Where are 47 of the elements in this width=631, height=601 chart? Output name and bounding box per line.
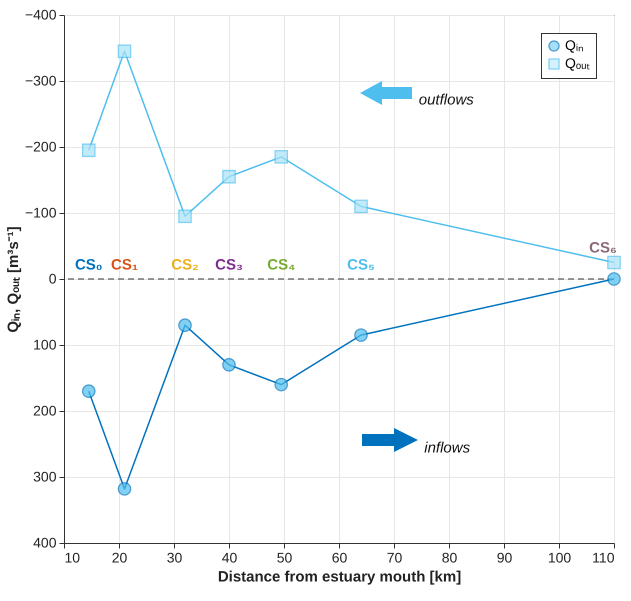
y-tick-label: 300 [33,468,57,484]
point [222,358,236,372]
y-tick-label: −300 [24,72,57,88]
x-tick-label: 20 [112,550,128,566]
y-tick-label: 0 [48,270,57,286]
x-tick-label: 80 [442,550,458,566]
y-tick-label: 200 [33,402,57,418]
annotation: CS₄ [267,256,296,274]
annotation: CS₁ [110,256,138,274]
x-tick-label: 110 [592,550,615,566]
annotation: CS₆ [589,239,617,256]
point [178,210,192,224]
annotation: inflows [424,439,471,456]
x-tick-label: 60 [332,550,348,566]
point [354,200,368,214]
y-tick-label: −400 [24,6,57,22]
point [118,44,132,58]
y-tick-label: −200 [24,138,57,154]
legend-label: Qₒᵤₜ [565,55,591,71]
annotation: CS₀ [74,256,103,274]
point [82,144,96,158]
point [118,482,132,496]
point [354,328,368,342]
y-axis-title: Qᵢₙ, Qₒᵤₜ [m³s⁻¹] [4,226,22,333]
x-tick-label: 50 [276,550,292,566]
annotation: CS₅ [347,256,375,274]
y-tick-label: 400 [33,534,57,550]
x-tick-label: 70 [386,550,402,566]
annotation: CS₃ [215,256,243,274]
annotation: CS₂ [171,256,199,274]
x-tick-label: 100 [548,550,572,566]
point [607,256,621,270]
x-tick-label: 30 [166,550,182,566]
point [607,272,621,286]
y-tick-label: 100 [33,336,57,352]
legend-label: Qᵢₙ [565,37,584,53]
point [222,170,236,184]
annotation: outflows [418,91,474,108]
point [274,150,288,164]
x-tick-label: 90 [496,550,512,566]
point [82,384,96,398]
x-axis-title: Distance from estuary mouth [km] [218,568,462,586]
point [178,318,192,332]
point [274,378,288,392]
y-tick-label: −100 [24,204,57,220]
x-tick-label: 40 [222,550,238,566]
x-tick-label: 10 [64,550,80,566]
